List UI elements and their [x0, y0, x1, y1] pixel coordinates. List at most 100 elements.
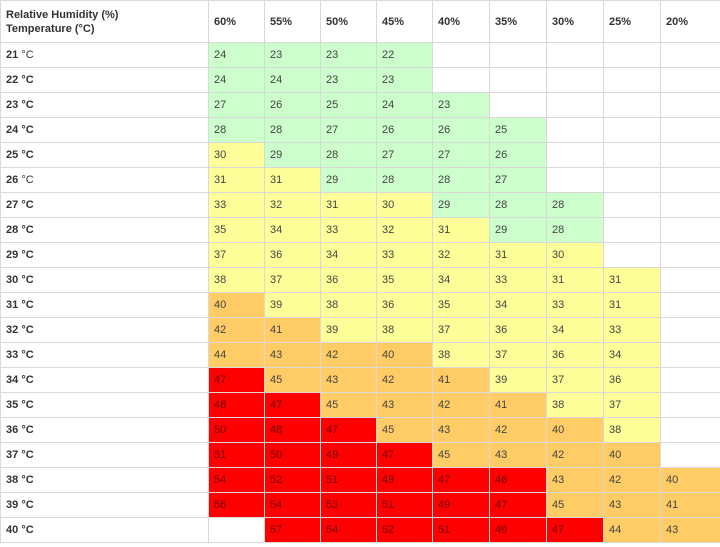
empty-cell [660, 192, 720, 218]
empty-cell [546, 67, 604, 93]
temperature-value: 34 [6, 374, 19, 386]
heat-index-cell: 31 [546, 267, 604, 293]
temperature-row-header: 30 °C [0, 267, 209, 293]
heat-index-cell: 45 [546, 492, 604, 518]
table-row: 37 °C 51 50 49 47 45 43 42 40 [0, 442, 720, 468]
temperature-value: 38 [6, 474, 19, 486]
heat-index-cell: 40 [603, 442, 661, 468]
heat-index-cell: 24 [208, 67, 265, 93]
heat-index-cell: 32 [432, 242, 490, 268]
heat-index-cell: 23 [264, 42, 321, 68]
temperature-unit: °C [21, 199, 34, 211]
heat-index-cell: 46 [489, 467, 547, 493]
heat-index-cell: 54 [264, 492, 321, 518]
temperature-row-header: 33 °C [0, 342, 209, 368]
heat-index-cell: 45 [376, 417, 433, 443]
temperature-unit: °C [21, 174, 34, 186]
temperature-row-header: 28 °C [0, 217, 209, 243]
temperature-unit: °C [21, 249, 34, 261]
heat-index-cell: 36 [489, 317, 547, 343]
temperature-row-header: 39 °C [0, 492, 209, 518]
table-row: 31 °C 40 39 38 36 35 34 33 31 [0, 292, 720, 318]
empty-cell [603, 42, 661, 68]
temperature-unit: °C [21, 349, 34, 361]
empty-cell [546, 142, 604, 168]
heat-index-cell: 29 [264, 142, 321, 168]
empty-cell [660, 142, 720, 168]
humidity-column-header: 55% [264, 0, 321, 43]
temperature-unit: °C [21, 149, 34, 161]
temperature-unit: °C [21, 474, 34, 486]
heat-index-cell: 30 [376, 192, 433, 218]
heat-index-cell: 43 [546, 467, 604, 493]
table-row: 22 °C 24 24 23 23 [0, 67, 720, 93]
heat-index-cell: 27 [208, 92, 265, 118]
empty-cell [660, 217, 720, 243]
table-row: 33 °C 44 43 42 40 38 37 36 34 [0, 342, 720, 368]
heat-index-cell: 28 [320, 142, 377, 168]
table-row: 26 °C 31 31 29 28 28 27 [0, 167, 720, 193]
heat-index-cell: 36 [264, 242, 321, 268]
heat-index-cell: 42 [489, 417, 547, 443]
heat-index-cell: 37 [489, 342, 547, 368]
heat-index-cell: 40 [546, 417, 604, 443]
temperature-unit: °C [21, 99, 34, 111]
heat-index-cell: 37 [264, 267, 321, 293]
heat-index-cell: 49 [432, 492, 490, 518]
heat-index-cell: 47 [546, 517, 604, 543]
empty-cell [660, 442, 720, 468]
empty-cell [208, 517, 265, 543]
heat-index-cell: 42 [603, 467, 661, 493]
heat-index-cell: 43 [376, 392, 433, 418]
heat-index-cell: 41 [660, 492, 720, 518]
temperature-unit: °C [21, 74, 34, 86]
heat-index-cell: 31 [264, 167, 321, 193]
heat-index-cell: 51 [320, 467, 377, 493]
temperature-row-header: 25 °C [0, 142, 209, 168]
temperature-value: 28 [6, 224, 19, 236]
temperature-unit: °C [21, 399, 34, 411]
temperature-row-header: 36 °C [0, 417, 209, 443]
heat-index-cell: 48 [264, 417, 321, 443]
heat-index-cell: 56 [208, 492, 265, 518]
heat-index-cell: 47 [320, 417, 377, 443]
heat-index-cell: 33 [603, 317, 661, 343]
empty-cell [489, 92, 547, 118]
temperature-row-header: 31 °C [0, 292, 209, 318]
empty-cell [432, 42, 490, 68]
heat-index-cell: 36 [603, 367, 661, 393]
heat-index-cell: 43 [320, 367, 377, 393]
empty-cell [603, 142, 661, 168]
temperature-row-header: 29 °C [0, 242, 209, 268]
temperature-unit: °C [21, 324, 34, 336]
heat-index-cell: 37 [432, 317, 490, 343]
heat-index-cell: 28 [546, 217, 604, 243]
heat-index-cell: 30 [208, 142, 265, 168]
temperature-unit: °C [21, 374, 34, 386]
temperature-value: 39 [6, 499, 19, 511]
heat-index-cell: 27 [320, 117, 377, 143]
empty-cell [546, 92, 604, 118]
heat-index-cell: 43 [432, 417, 490, 443]
table-row: 28 °C 35 34 33 32 31 29 28 [0, 217, 720, 243]
heat-index-cell: 33 [320, 217, 377, 243]
heat-index-cell: 47 [489, 492, 547, 518]
temperature-value: 29 [6, 249, 19, 261]
humidity-column-header: 20% [660, 0, 720, 43]
table-row: 25 °C 30 29 28 27 27 26 [0, 142, 720, 168]
temperature-unit: °C [21, 499, 34, 511]
heat-index-cell: 36 [320, 267, 377, 293]
heat-index-cell: 28 [376, 167, 433, 193]
table-row: 27 °C 33 32 31 30 29 28 28 [0, 192, 720, 218]
heat-index-cell: 28 [489, 192, 547, 218]
heat-index-cell: 24 [264, 67, 321, 93]
heat-index-cell: 38 [432, 342, 490, 368]
heat-index-cell: 51 [208, 442, 265, 468]
heat-index-cell: 40 [660, 467, 720, 493]
heat-index-cell: 47 [376, 442, 433, 468]
empty-cell [603, 242, 661, 268]
heat-index-cell: 34 [432, 267, 490, 293]
heat-index-cell: 26 [376, 117, 433, 143]
heat-index-cell: 51 [376, 492, 433, 518]
